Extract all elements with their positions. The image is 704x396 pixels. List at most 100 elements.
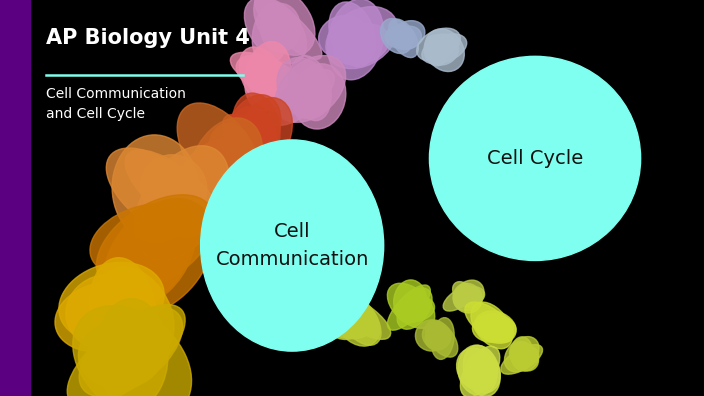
Ellipse shape <box>96 195 214 291</box>
Ellipse shape <box>255 0 322 59</box>
Ellipse shape <box>457 348 496 390</box>
Ellipse shape <box>334 298 379 346</box>
Ellipse shape <box>320 295 363 339</box>
Ellipse shape <box>59 262 164 341</box>
Ellipse shape <box>431 318 454 360</box>
Ellipse shape <box>453 284 482 313</box>
Ellipse shape <box>106 148 209 237</box>
Ellipse shape <box>319 15 368 58</box>
Ellipse shape <box>505 337 539 372</box>
Ellipse shape <box>180 138 241 188</box>
Ellipse shape <box>246 65 308 106</box>
Ellipse shape <box>275 55 346 122</box>
Ellipse shape <box>89 258 157 369</box>
Ellipse shape <box>79 307 182 396</box>
Ellipse shape <box>510 337 533 370</box>
Ellipse shape <box>314 297 374 339</box>
Ellipse shape <box>426 34 458 65</box>
Ellipse shape <box>78 321 163 388</box>
Ellipse shape <box>422 322 451 349</box>
Ellipse shape <box>327 0 384 80</box>
Ellipse shape <box>293 64 346 129</box>
Ellipse shape <box>66 274 152 351</box>
Ellipse shape <box>244 0 306 64</box>
Ellipse shape <box>134 146 230 261</box>
Ellipse shape <box>334 24 389 65</box>
Ellipse shape <box>510 341 539 371</box>
Ellipse shape <box>397 288 432 329</box>
Ellipse shape <box>104 199 213 314</box>
Ellipse shape <box>387 285 430 330</box>
Ellipse shape <box>239 98 292 168</box>
Text: Cell Communication
and Cell Cycle: Cell Communication and Cell Cycle <box>46 87 186 121</box>
Ellipse shape <box>140 155 207 221</box>
Ellipse shape <box>106 213 189 303</box>
Ellipse shape <box>187 138 256 191</box>
Text: AP Biology Unit 4: AP Biology Unit 4 <box>46 28 250 48</box>
Ellipse shape <box>222 114 284 168</box>
Ellipse shape <box>394 26 422 49</box>
Ellipse shape <box>394 280 427 323</box>
Ellipse shape <box>415 320 448 351</box>
Bar <box>0 0 30 396</box>
Ellipse shape <box>465 302 513 342</box>
Ellipse shape <box>230 52 306 96</box>
Ellipse shape <box>395 296 434 322</box>
Ellipse shape <box>208 123 256 192</box>
Ellipse shape <box>444 286 475 311</box>
Ellipse shape <box>289 55 331 121</box>
Ellipse shape <box>96 299 168 396</box>
Ellipse shape <box>201 140 384 351</box>
Ellipse shape <box>55 282 153 352</box>
Ellipse shape <box>381 19 413 53</box>
Ellipse shape <box>67 305 185 396</box>
Ellipse shape <box>112 135 199 242</box>
Text: Cell
Communication: Cell Communication <box>215 222 369 269</box>
Ellipse shape <box>472 314 514 342</box>
Ellipse shape <box>239 47 289 111</box>
Ellipse shape <box>328 293 391 339</box>
Ellipse shape <box>253 0 315 55</box>
Ellipse shape <box>236 55 296 95</box>
Ellipse shape <box>465 354 501 393</box>
Ellipse shape <box>475 311 516 343</box>
Ellipse shape <box>424 35 448 66</box>
Ellipse shape <box>391 21 425 50</box>
Ellipse shape <box>425 29 465 72</box>
Ellipse shape <box>232 93 280 163</box>
Ellipse shape <box>429 56 641 261</box>
Ellipse shape <box>222 95 281 171</box>
Ellipse shape <box>269 69 334 126</box>
Ellipse shape <box>230 107 277 175</box>
Ellipse shape <box>514 346 539 371</box>
Ellipse shape <box>471 302 513 349</box>
Ellipse shape <box>125 150 223 234</box>
Ellipse shape <box>73 306 191 396</box>
Ellipse shape <box>387 283 435 328</box>
Ellipse shape <box>460 346 500 396</box>
Ellipse shape <box>98 267 174 356</box>
Ellipse shape <box>244 42 291 111</box>
Ellipse shape <box>90 204 197 276</box>
Ellipse shape <box>260 4 301 52</box>
Ellipse shape <box>115 200 196 304</box>
Ellipse shape <box>477 316 516 342</box>
Ellipse shape <box>422 34 467 64</box>
Ellipse shape <box>455 287 484 307</box>
Ellipse shape <box>417 28 460 61</box>
Ellipse shape <box>277 57 331 118</box>
Ellipse shape <box>326 7 398 69</box>
Ellipse shape <box>463 345 501 396</box>
Ellipse shape <box>453 282 477 307</box>
Ellipse shape <box>252 3 291 65</box>
Ellipse shape <box>453 280 484 311</box>
Ellipse shape <box>425 328 448 350</box>
Ellipse shape <box>501 345 543 374</box>
Ellipse shape <box>389 19 418 57</box>
Text: Cell Cycle: Cell Cycle <box>487 149 583 168</box>
Ellipse shape <box>177 103 260 199</box>
Ellipse shape <box>458 345 498 395</box>
Ellipse shape <box>426 321 458 357</box>
Ellipse shape <box>334 291 381 345</box>
Ellipse shape <box>385 26 415 48</box>
